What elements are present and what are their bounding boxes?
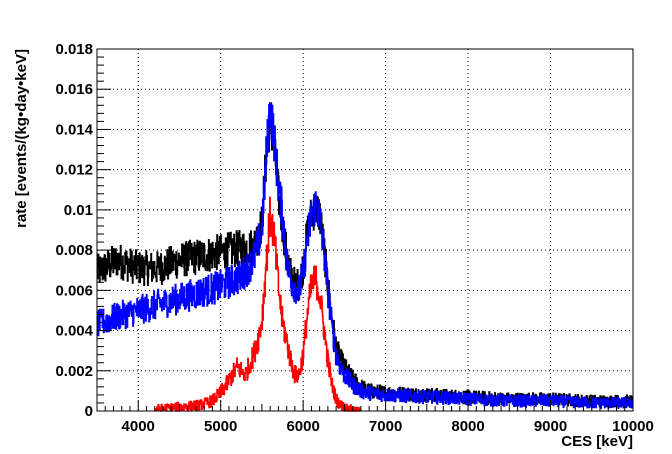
tick-labels: 4000 5000 6000 7000 8000 9000 10000 0 0.002 0.004… [55,41,653,435]
y-tick-label: 0.008 [55,242,93,259]
x-tick-label: 10000 [612,418,654,435]
plot-frame [96,48,634,412]
grid [97,49,633,411]
y-tick-label: 0.016 [55,81,93,98]
y-tick-label: 0.006 [55,282,93,299]
blue-spectrum-line [96,102,633,409]
y-tick-label: 0.01 [64,202,93,219]
x-tick-label: 6000 [286,418,319,435]
y-tick-label: 0.002 [55,363,93,380]
x-axis-title: CES [keV] [561,433,633,450]
y-tick-label: 0.018 [55,41,93,58]
y-tick-label: 0.014 [55,121,93,138]
x-tick-label: 4000 [122,418,155,435]
y-tick-label: 0 [85,403,93,420]
red-spectrum-line [154,196,362,412]
series-group [96,102,634,412]
y-tick-label: 0.004 [55,323,93,340]
ticks [96,48,634,412]
y-tick-label: 0.012 [55,162,93,179]
x-tick-label: 7000 [369,418,402,435]
x-tick-label: 9000 [534,418,567,435]
x-tick-label: 8000 [451,418,484,435]
x-tick-label: 5000 [204,418,237,435]
y-axis-title: rate [events/(kg•day•keV] [13,49,30,228]
